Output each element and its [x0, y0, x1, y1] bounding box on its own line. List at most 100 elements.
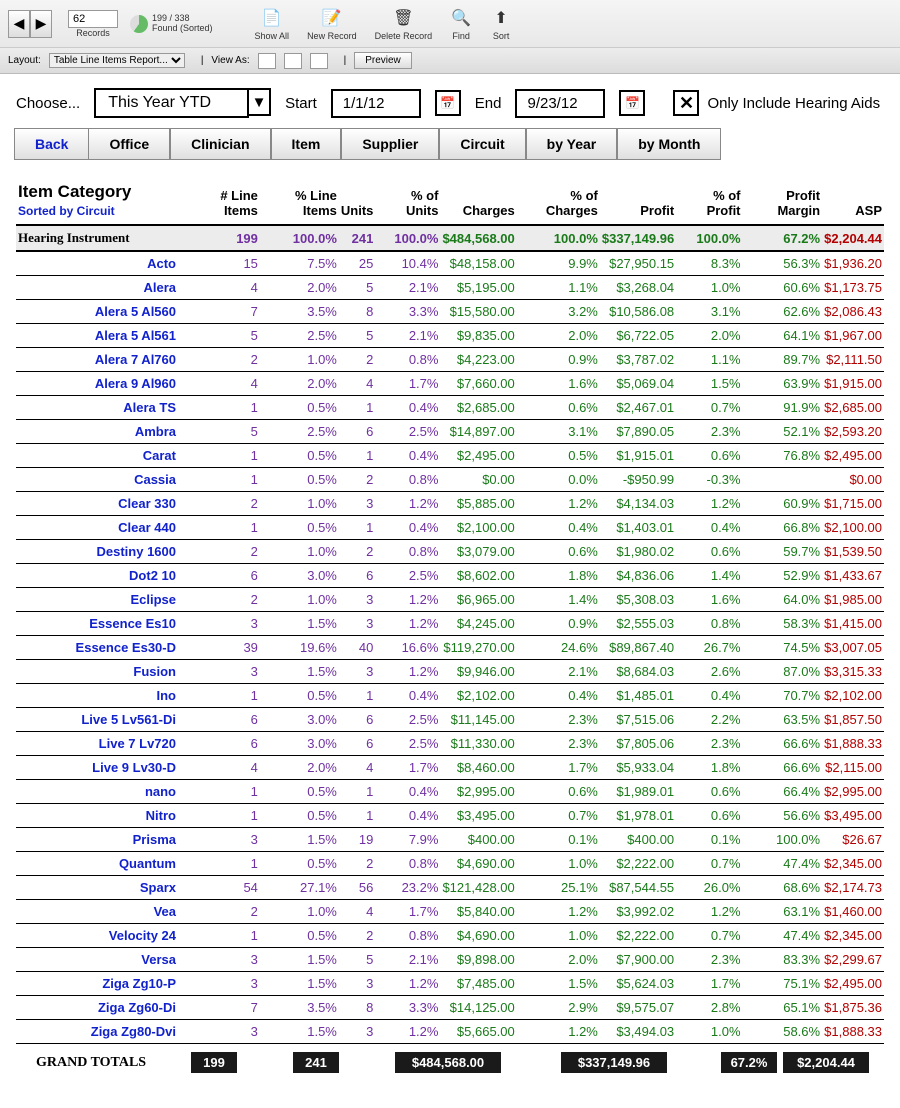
cell-pu: 0.4% [375, 684, 440, 708]
table-row: Nitro10.5%10.4%$3,495.000.7%$1,978.010.6… [16, 804, 884, 828]
start-calendar-icon[interactable]: 📅 [435, 90, 461, 116]
cell-asp: $2,495.00 [822, 972, 884, 996]
view-form-icon[interactable] [258, 53, 276, 69]
col-pct-line-items: % Line Items [260, 178, 339, 225]
cell-pm: 64.1% [743, 324, 823, 348]
cell-ppr: 2.0% [676, 324, 742, 348]
cell-ch: $4,690.00 [440, 852, 516, 876]
cell-u: 1 [339, 396, 376, 420]
cell-li: 2 [186, 348, 260, 372]
start-label: Start [285, 95, 317, 112]
col-pct-units: % of Units [375, 178, 440, 225]
cell-asp: $2,100.00 [822, 516, 884, 540]
new-record-button[interactable]: 📝New Record [307, 7, 357, 41]
cell-pch: 0.4% [517, 684, 600, 708]
cell-pli: 3.5% [260, 996, 339, 1020]
nav-prev-icon[interactable]: ◀ [8, 10, 30, 38]
tab-circuit[interactable]: Circuit [439, 128, 525, 160]
table-row: Acto157.5%2510.4%$48,158.009.9%$27,950.1… [16, 251, 884, 276]
sort-button[interactable]: ⬆Sort [490, 7, 512, 41]
layout-select[interactable]: Table Line Items Report... [49, 53, 185, 68]
cell-pch: 1.2% [517, 900, 600, 924]
cell-pli: 1.5% [260, 972, 339, 996]
cell-ch: $400.00 [440, 828, 516, 852]
cell-ppr: 1.5% [676, 372, 742, 396]
cell-pu: 0.4% [375, 780, 440, 804]
cell-pm: 66.8% [743, 516, 823, 540]
cell-li: 2 [186, 900, 260, 924]
cell-li: 1 [186, 804, 260, 828]
cell-li: 1 [186, 924, 260, 948]
cell-pr: $7,515.06 [600, 708, 676, 732]
cell-ch: $15,580.00 [440, 300, 516, 324]
tab-item[interactable]: Item [271, 128, 342, 160]
end-date-input[interactable]: 9/23/12 [515, 89, 605, 118]
cell-u: 6 [339, 708, 376, 732]
cell-pli: 0.5% [260, 468, 339, 492]
tab-back[interactable]: Back [14, 128, 88, 160]
delete-record-button[interactable]: 🗑Delete Record [375, 7, 433, 41]
table-row: Quantum10.5%20.8%$4,690.001.0%$2,222.000… [16, 852, 884, 876]
cell-pch: 0.4% [517, 516, 600, 540]
cell-name: Sparx [16, 876, 186, 900]
cell-u: 1 [339, 804, 376, 828]
table-row: Prisma31.5%197.9%$400.000.1%$400.000.1%1… [16, 828, 884, 852]
cell-name: Acto [16, 251, 186, 276]
cell-pli: 0.5% [260, 852, 339, 876]
cell-ppr: 2.3% [676, 420, 742, 444]
col-charges: Charges [440, 178, 516, 225]
cell-pch: 2.1% [517, 660, 600, 684]
cell-pr: $4,836.06 [600, 564, 676, 588]
cell-pli: 19.6% [260, 636, 339, 660]
cell-u: 3 [339, 972, 376, 996]
end-calendar-icon[interactable]: 📅 [619, 90, 645, 116]
cell-ppr: 1.8% [676, 756, 742, 780]
cell-li: 7 [186, 996, 260, 1020]
cell-li: 3 [186, 660, 260, 684]
cell-ch: $4,690.00 [440, 924, 516, 948]
cell-pch: 1.6% [517, 372, 600, 396]
period-select[interactable]: This Year YTD [94, 88, 249, 118]
tab-byyear[interactable]: by Year [526, 128, 618, 160]
period-dropdown-icon[interactable]: ▼ [247, 88, 271, 116]
cell-name: Ambra [16, 420, 186, 444]
record-number-input[interactable] [68, 10, 118, 28]
only-hearing-checkbox[interactable]: ✕ [673, 90, 699, 116]
view-list-icon[interactable] [284, 53, 302, 69]
table-row: Hearing Instrument199100.0%241100.0%$484… [16, 225, 884, 251]
show-all-button[interactable]: 📄Show All [255, 7, 290, 41]
tab-clinician[interactable]: Clinician [170, 128, 270, 160]
find-button[interactable]: 🔍Find [450, 7, 472, 41]
col-pct-charges: % of Charges [517, 178, 600, 225]
nav-next-icon[interactable]: ▶ [30, 10, 52, 38]
cell-ppr: 1.7% [676, 972, 742, 996]
cell-ch: $11,145.00 [440, 708, 516, 732]
view-table-icon[interactable] [310, 53, 328, 69]
grand-totals-row: GRAND TOTALS 199 241 $484,568.00 $337,14… [16, 1052, 884, 1073]
tab-supplier[interactable]: Supplier [341, 128, 439, 160]
cell-u: 3 [339, 612, 376, 636]
cell-pli: 3.5% [260, 300, 339, 324]
cell-ppr: 100.0% [676, 225, 742, 251]
cell-name: Ziga Zg10-P [16, 972, 186, 996]
cell-ppr: 0.4% [676, 684, 742, 708]
table-row: Essence Es30-D3919.6%4016.6%$119,270.002… [16, 636, 884, 660]
only-hearing-label: Only Include Hearing Aids [707, 95, 880, 112]
table-row: Alera 5 Al56152.5%52.1%$9,835.002.0%$6,7… [16, 324, 884, 348]
tab-office[interactable]: Office [88, 128, 170, 160]
cell-pli: 0.5% [260, 396, 339, 420]
cell-name: Ziga Zg60-Di [16, 996, 186, 1020]
tabs: Back Office Clinician Item Supplier Circ… [0, 128, 900, 164]
cell-asp: $2,204.44 [822, 225, 884, 251]
cell-pch: 2.0% [517, 948, 600, 972]
start-date-input[interactable]: 1/1/12 [331, 89, 421, 118]
cell-ppr: 3.1% [676, 300, 742, 324]
filter-row: Choose... This Year YTD ▼ Start 1/1/12 📅… [0, 74, 900, 128]
preview-button[interactable]: Preview [354, 52, 412, 69]
cell-li: 15 [186, 251, 260, 276]
cell-pli: 0.5% [260, 684, 339, 708]
cell-pch: 100.0% [517, 225, 600, 251]
tab-bymonth[interactable]: by Month [617, 128, 721, 160]
col-profit-margin: Profit Margin [743, 178, 823, 225]
table-title: Item Category [18, 182, 184, 202]
